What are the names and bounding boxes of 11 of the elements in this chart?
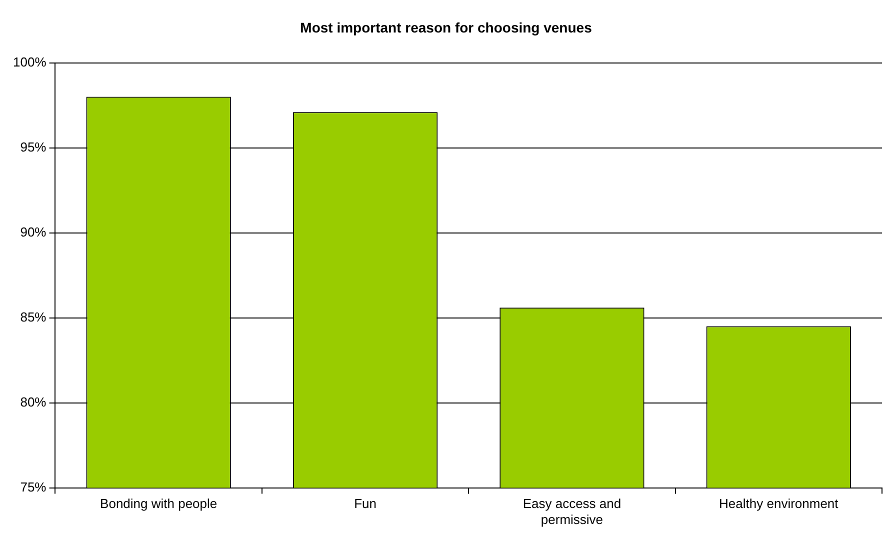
y-tick-label: 90% [20, 224, 47, 240]
x-tick-label: Easy access and permissive [522, 496, 622, 527]
x-tick-label: Fun [354, 496, 376, 512]
y-tick-label: 80% [20, 394, 47, 410]
x-tick-label: Bonding with people [100, 496, 218, 512]
y-tick-label: 95% [20, 139, 47, 154]
y-tick-label: 100% [13, 54, 47, 70]
y-tick-label: 85% [20, 309, 47, 324]
y-tick-label: 75% [20, 479, 47, 494]
x-tick-label: Healthy environment [719, 496, 839, 512]
chart-title: Most important reason for choosing venues [300, 19, 592, 36]
